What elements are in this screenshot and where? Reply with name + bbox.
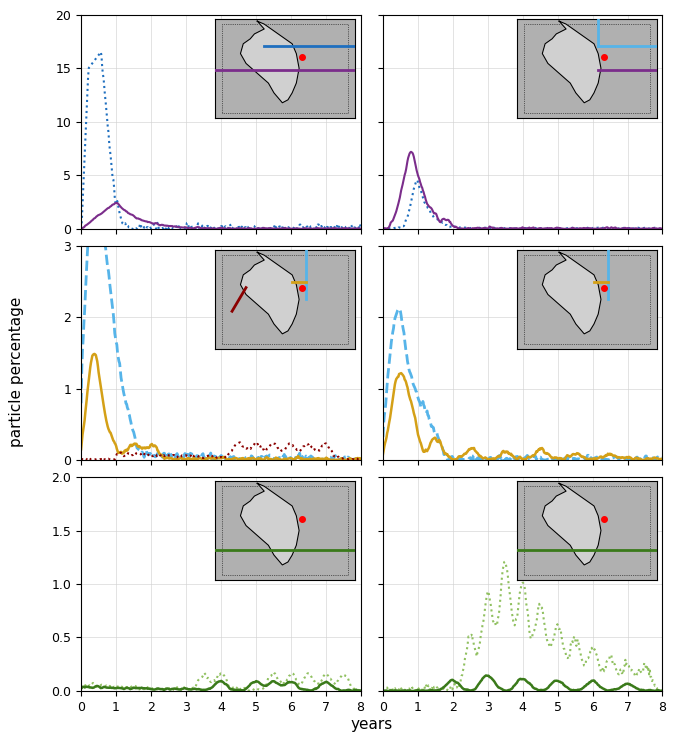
- Text: particle percentage: particle percentage: [9, 296, 24, 447]
- Text: (f): (f): [638, 484, 654, 498]
- Text: (d): (d): [634, 253, 654, 266]
- Text: (a): (a): [333, 22, 352, 35]
- Text: (e): (e): [333, 484, 352, 498]
- Text: (b): (b): [634, 22, 654, 35]
- Text: years: years: [351, 717, 393, 732]
- Text: (c): (c): [334, 253, 352, 266]
